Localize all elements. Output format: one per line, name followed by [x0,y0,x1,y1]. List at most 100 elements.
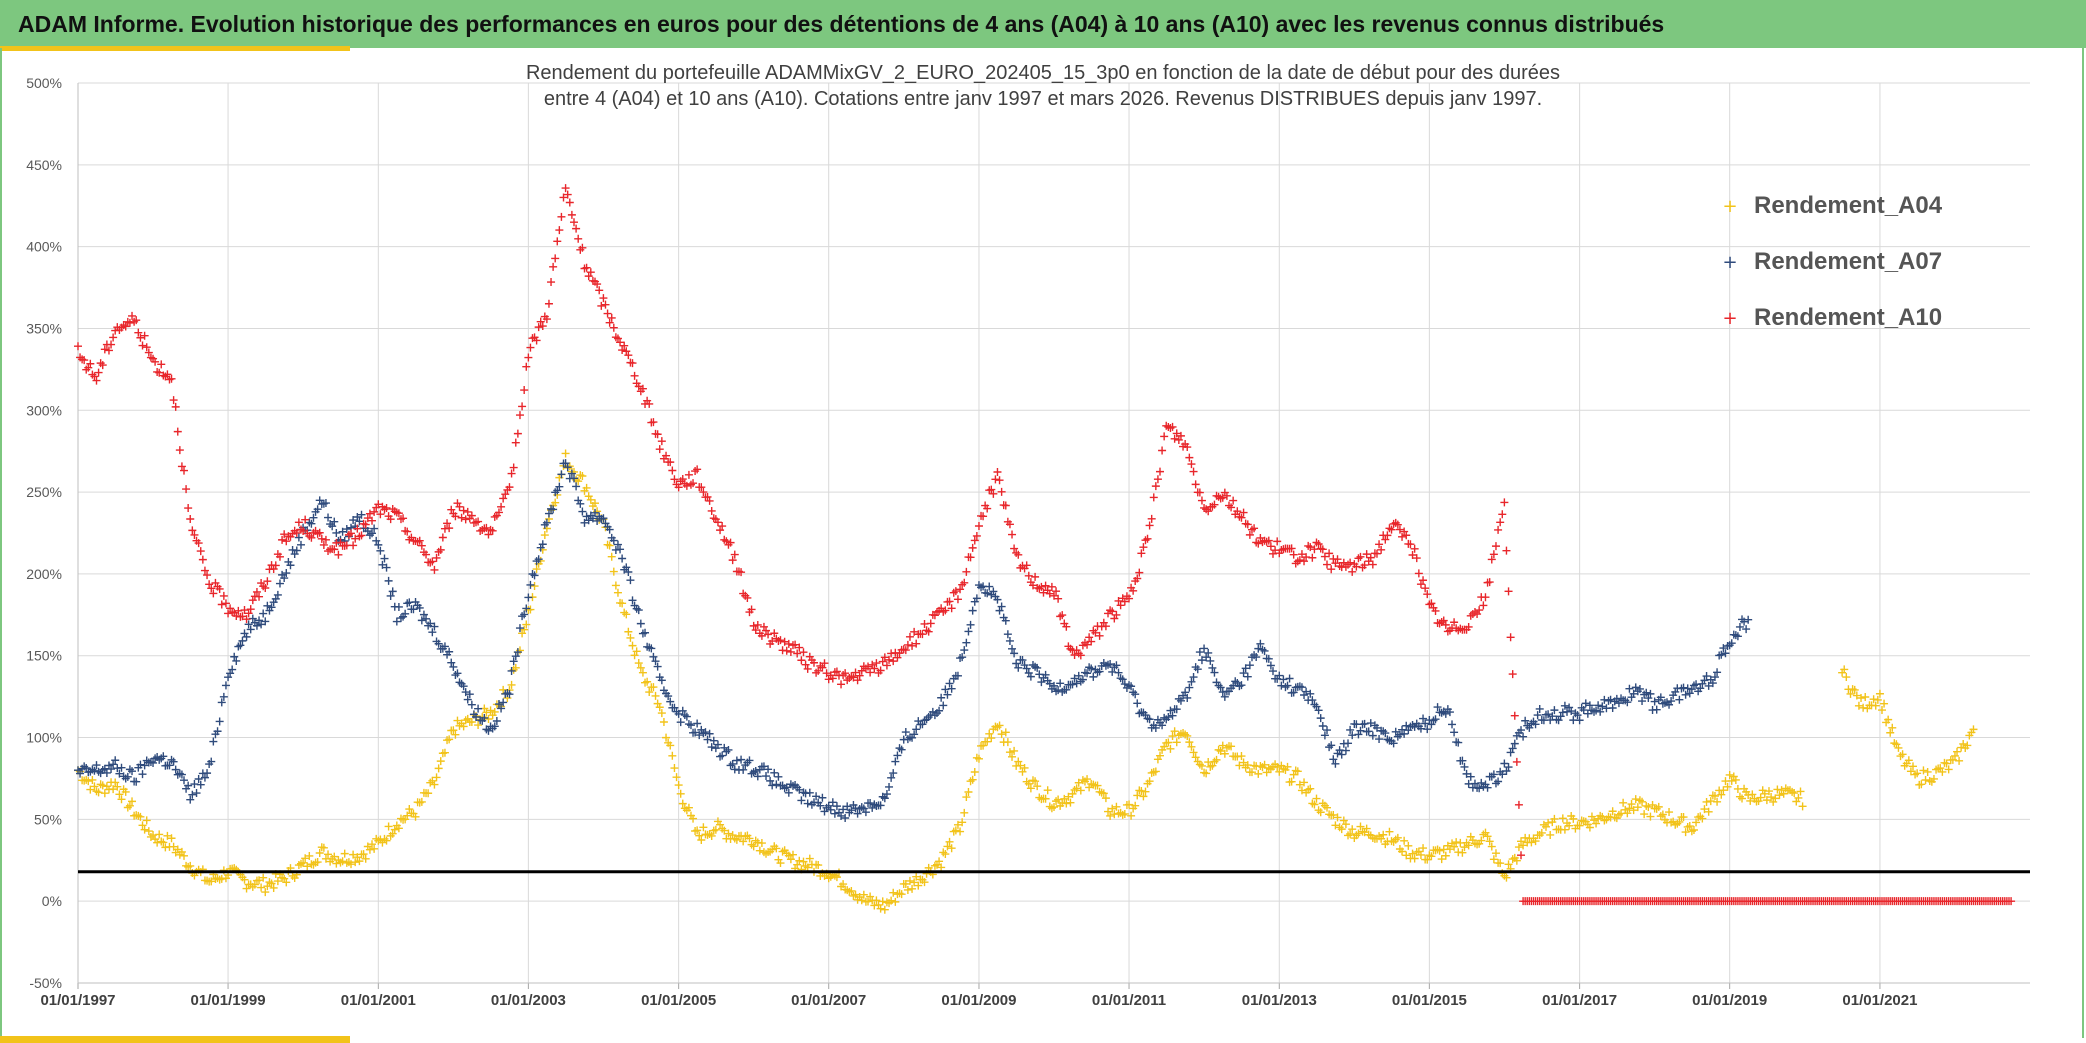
data-point [674,709,683,718]
data-point [1596,707,1605,716]
data-point [870,664,879,673]
data-point [74,342,82,351]
data-point [1565,821,1574,830]
data-point [849,891,858,900]
data-point [282,878,291,887]
data-point [117,795,126,804]
data-point [903,640,912,649]
data-point [574,477,583,486]
data-point [186,515,195,524]
data-point [1689,825,1698,834]
data-point [1076,786,1085,795]
x-tick-label: 01/01/1999 [191,992,266,1009]
data-point [557,212,566,221]
data-point [995,721,1004,730]
data-point [622,347,631,356]
data-point [1312,794,1321,803]
data-point [655,445,664,454]
data-point [338,527,347,536]
data-point [1033,782,1042,791]
data-point [759,622,768,631]
data-point [912,725,921,734]
data-point [609,323,618,332]
data-point [1395,525,1404,534]
data-point [1289,770,1298,779]
data-point [1344,739,1353,748]
data-point [1306,543,1315,552]
data-point [1631,795,1640,804]
data-point [605,318,614,327]
data-point [603,309,612,318]
data-point [538,540,547,549]
data-point [985,582,994,591]
data-point [1383,735,1392,744]
data-point [914,881,923,890]
data-point [764,765,773,774]
data-point [1112,802,1121,811]
data-point [386,591,395,600]
data-point [1266,661,1275,670]
data-point [1120,809,1129,818]
data-point [1016,761,1025,770]
data-point [188,526,197,535]
data-point [1508,855,1517,864]
data-point [1764,787,1773,796]
data-point [451,512,460,521]
data-point [1141,787,1150,796]
data-point [434,764,443,773]
data-point [820,659,829,668]
data-point [1281,683,1290,692]
data-point [1884,715,1893,724]
data-point [903,735,912,744]
data-point [672,773,681,782]
data-point [224,673,233,682]
data-point [1245,530,1254,539]
data-point [1558,814,1567,823]
data-point [1635,684,1644,693]
data-point [618,346,627,355]
data-point [436,545,445,554]
data-point [1095,667,1104,676]
data-point [641,628,650,637]
data-point [526,580,535,589]
data-point [186,795,195,804]
y-tick-label: 150% [26,648,62,664]
data-point [518,402,527,411]
data-point [1431,606,1440,615]
data-point [1320,552,1329,561]
data-point [1368,560,1377,569]
data-point [849,673,858,682]
data-point [1629,806,1638,815]
data-point [1300,557,1309,566]
data-point [839,880,848,889]
data-point [261,583,270,592]
data-point [795,643,804,652]
data-point [626,576,635,585]
data-point [1713,797,1722,806]
data-point [115,790,124,799]
data-point [713,740,722,749]
y-tick-label: 300% [26,402,62,418]
data-point [620,341,629,350]
data-point [649,652,658,661]
data-point [159,838,168,847]
data-point [123,772,132,781]
data-point [1393,520,1402,529]
data-point [1437,708,1446,717]
data-point [459,682,468,691]
data-point [226,669,235,678]
data-point [1692,818,1701,827]
data-point [1283,762,1292,771]
data-point [340,849,349,858]
data-point [1619,798,1628,807]
data-point [1719,644,1728,653]
data-point [924,627,933,636]
data-point [1058,687,1067,696]
data-point [1917,780,1926,789]
data-point [1074,671,1083,680]
data-point [1675,695,1684,704]
data-point [935,706,944,715]
data-point [1041,581,1050,590]
data-point [812,792,821,801]
data-point [1623,698,1632,707]
